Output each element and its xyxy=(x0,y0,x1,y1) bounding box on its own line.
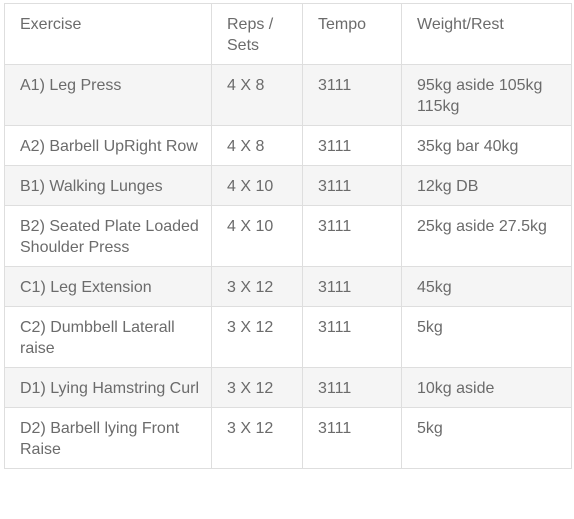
workout-table: Exercise Reps / Sets Tempo Weight/Rest A… xyxy=(4,3,572,469)
header-row: Exercise Reps / Sets Tempo Weight/Rest xyxy=(4,3,572,65)
cell-tempo: 3111 xyxy=(302,64,402,126)
cell-weight-rest: 45kg xyxy=(401,266,572,307)
table-row: D1) Lying Hamstring Curl 3 X 12 3111 10k… xyxy=(4,367,572,408)
table-row: A2) Barbell UpRight Row 4 X 8 3111 35kg … xyxy=(4,125,572,166)
cell-tempo: 3111 xyxy=(302,266,402,307)
cell-weight-rest: 5kg xyxy=(401,306,572,368)
cell-reps-sets: 4 X 8 xyxy=(211,125,303,166)
table-row: B1) Walking Lunges 4 X 10 3111 12kg DB xyxy=(4,165,572,206)
cell-tempo: 3111 xyxy=(302,165,402,206)
table-row: C2) Dumbbell Laterall raise 3 X 12 3111 … xyxy=(4,306,572,368)
cell-reps-sets: 3 X 12 xyxy=(211,306,303,368)
table-header: Exercise Reps / Sets Tempo Weight/Rest xyxy=(4,3,572,65)
cell-reps-sets: 4 X 8 xyxy=(211,64,303,126)
cell-exercise: A2) Barbell UpRight Row xyxy=(4,125,212,166)
cell-exercise: A1) Leg Press xyxy=(4,64,212,126)
cell-weight-rest: 25kg aside 27.5kg xyxy=(401,205,572,267)
cell-reps-sets: 3 X 12 xyxy=(211,407,303,469)
table-body: A1) Leg Press 4 X 8 3111 95kg aside 105k… xyxy=(4,64,572,469)
cell-reps-sets: 3 X 12 xyxy=(211,266,303,307)
cell-exercise: D2) Barbell lying Front Raise xyxy=(4,407,212,469)
cell-tempo: 3111 xyxy=(302,367,402,408)
cell-weight-rest: 5kg xyxy=(401,407,572,469)
cell-reps-sets: 4 X 10 xyxy=(211,165,303,206)
header-reps-sets: Reps / Sets xyxy=(211,3,303,65)
cell-tempo: 3111 xyxy=(302,407,402,469)
cell-exercise: B1) Walking Lunges xyxy=(4,165,212,206)
cell-weight-rest: 95kg aside 105kg 115kg xyxy=(401,64,572,126)
cell-tempo: 3111 xyxy=(302,125,402,166)
cell-exercise: C1) Leg Extension xyxy=(4,266,212,307)
cell-exercise: D1) Lying Hamstring Curl xyxy=(4,367,212,408)
cell-exercise: C2) Dumbbell Laterall raise xyxy=(4,306,212,368)
table-row: D2) Barbell lying Front Raise 3 X 12 311… xyxy=(4,407,572,469)
cell-tempo: 3111 xyxy=(302,205,402,267)
cell-reps-sets: 4 X 10 xyxy=(211,205,303,267)
header-exercise: Exercise xyxy=(4,3,212,65)
cell-tempo: 3111 xyxy=(302,306,402,368)
table-row: A1) Leg Press 4 X 8 3111 95kg aside 105k… xyxy=(4,64,572,126)
cell-exercise: B2) Seated Plate Loaded Shoulder Press xyxy=(4,205,212,267)
table-row: C1) Leg Extension 3 X 12 3111 45kg xyxy=(4,266,572,307)
cell-weight-rest: 35kg bar 40kg xyxy=(401,125,572,166)
cell-weight-rest: 12kg DB xyxy=(401,165,572,206)
header-tempo: Tempo xyxy=(302,3,402,65)
header-weight-rest: Weight/Rest xyxy=(401,3,572,65)
table-row: B2) Seated Plate Loaded Shoulder Press 4… xyxy=(4,205,572,267)
cell-weight-rest: 10kg aside xyxy=(401,367,572,408)
cell-reps-sets: 3 X 12 xyxy=(211,367,303,408)
